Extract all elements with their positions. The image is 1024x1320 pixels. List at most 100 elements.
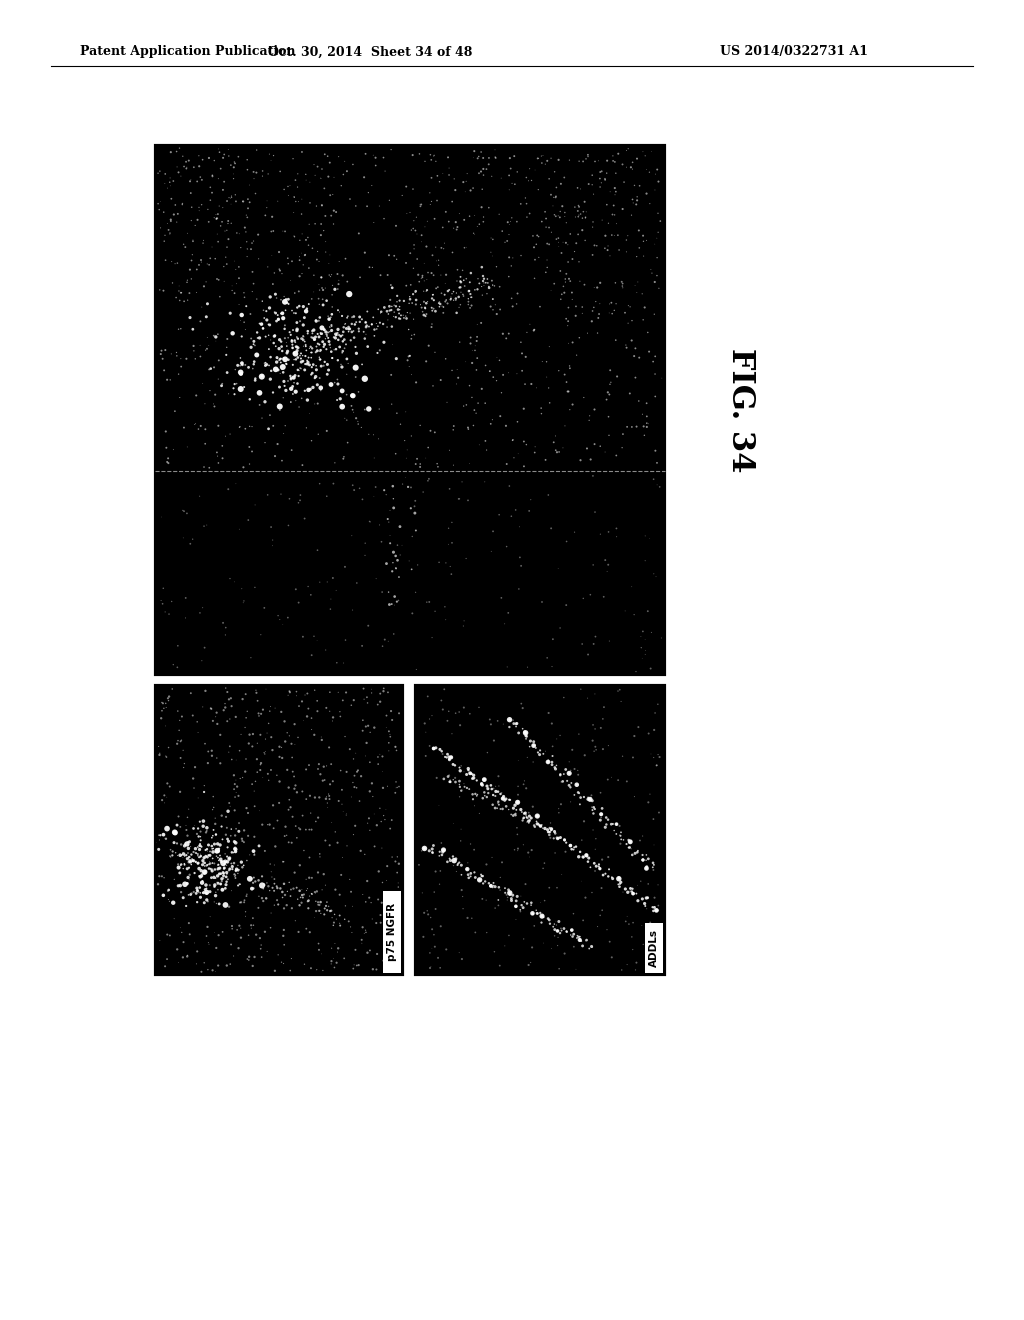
Point [477, 871, 494, 892]
Point [645, 809, 662, 830]
Point [240, 239, 256, 260]
Point [524, 903, 541, 924]
Point [194, 866, 210, 887]
Point [441, 764, 458, 785]
Point [547, 822, 563, 843]
Point [526, 442, 543, 463]
Point [242, 869, 258, 890]
Point [238, 748, 254, 770]
Point [204, 165, 220, 186]
Point [546, 913, 562, 935]
Point [297, 359, 313, 380]
Point [303, 364, 319, 385]
Point [247, 370, 263, 391]
Point [257, 729, 273, 750]
Point [383, 139, 399, 160]
Point [492, 879, 508, 900]
Point [302, 337, 318, 358]
Point [534, 906, 550, 927]
Point [525, 319, 542, 341]
Point [276, 318, 293, 339]
Point [526, 249, 543, 271]
Point [618, 230, 635, 251]
Point [356, 399, 373, 420]
Point [262, 917, 279, 939]
Point [275, 953, 292, 974]
Point [650, 172, 667, 193]
Point [273, 737, 290, 758]
Point [184, 230, 201, 251]
Point [250, 224, 266, 246]
Point [281, 777, 297, 799]
Point [242, 845, 258, 866]
Point [406, 218, 422, 239]
Point [254, 866, 270, 887]
Point [325, 771, 341, 792]
Point [279, 335, 295, 356]
Point [366, 145, 382, 166]
Point [195, 851, 211, 873]
Point [181, 924, 198, 945]
Point [344, 896, 360, 917]
Point [212, 874, 228, 895]
Point [628, 661, 644, 682]
Point [398, 176, 415, 197]
Point [640, 849, 656, 870]
Point [303, 820, 319, 841]
Point [645, 469, 662, 490]
Point [422, 194, 438, 215]
Point [302, 921, 318, 942]
Point [333, 354, 349, 375]
Point [424, 842, 440, 863]
Point [338, 762, 354, 783]
Point [280, 371, 296, 392]
Point [262, 286, 279, 308]
Point [290, 319, 306, 341]
Point [434, 845, 451, 866]
Point [161, 737, 177, 758]
Point [213, 375, 229, 396]
Point [261, 814, 278, 836]
Point [282, 488, 298, 510]
Point [634, 915, 650, 936]
Point [408, 294, 424, 315]
Point [319, 572, 336, 593]
Point [528, 810, 545, 832]
Point [214, 211, 230, 232]
Point [252, 725, 268, 746]
Point [621, 913, 637, 935]
Point [595, 709, 611, 730]
Point [283, 368, 299, 389]
Point [551, 441, 567, 462]
Point [550, 227, 566, 248]
Point [251, 800, 267, 821]
Point [309, 393, 326, 414]
Point [622, 832, 638, 853]
Point [597, 549, 613, 570]
Point [210, 453, 226, 474]
Point [244, 869, 260, 890]
Point [469, 216, 485, 238]
Point [399, 440, 416, 461]
Point [501, 180, 517, 201]
Point [456, 285, 472, 306]
Point [214, 921, 230, 942]
Point [273, 331, 290, 352]
Point [295, 351, 311, 372]
Point [515, 774, 531, 795]
Point [256, 598, 272, 619]
Point [310, 424, 327, 445]
Point [427, 936, 443, 957]
Point [386, 246, 402, 267]
Point [592, 904, 608, 925]
Point [566, 521, 583, 543]
Point [364, 314, 380, 335]
Point [357, 891, 374, 912]
Point [518, 726, 535, 747]
Point [514, 718, 530, 739]
Point [271, 792, 288, 813]
Point [312, 322, 329, 343]
Point [176, 853, 193, 874]
Point [471, 147, 487, 168]
Point [326, 201, 342, 222]
